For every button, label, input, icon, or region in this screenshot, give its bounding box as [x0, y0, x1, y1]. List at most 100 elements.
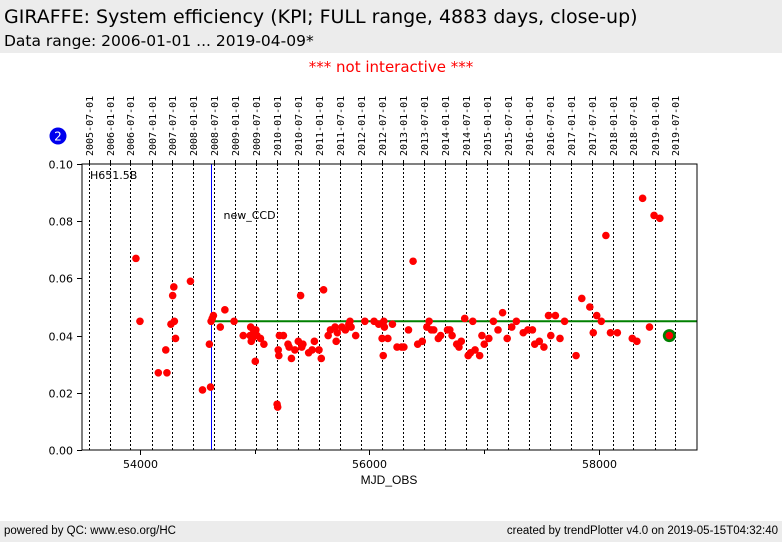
data-point: [551, 311, 560, 320]
data-point: [132, 254, 140, 263]
data-point: [384, 334, 392, 343]
data-point: [475, 351, 484, 360]
date-label: 2014-07-01: [462, 96, 473, 156]
data-point: [418, 337, 427, 346]
date-label: 2018-07-01: [629, 96, 640, 156]
data-point: [503, 334, 511, 343]
data-point: [656, 214, 664, 223]
data-point: [239, 331, 248, 340]
data-point: [256, 334, 265, 343]
data-point: [163, 368, 171, 377]
date-label: 2012-01-01: [357, 96, 368, 156]
data-point: [613, 328, 622, 337]
data-point: [221, 306, 229, 314]
data-point: [602, 231, 610, 240]
data-point: [285, 343, 293, 351]
y-tick-label: 0.04: [49, 331, 74, 344]
data-point: [170, 283, 178, 291]
y-tick-label: 0.00: [49, 445, 74, 458]
data-point: [425, 317, 433, 326]
data-point: [478, 331, 486, 340]
data-point: [556, 334, 564, 343]
annotation-h651: H651.5B: [90, 169, 137, 182]
reference-line-group: [211, 164, 697, 450]
x-tick-label: 56000: [352, 458, 387, 471]
footer-created-by: created by trendPlotter v4.0 on 2019-05-…: [506, 525, 778, 537]
data-point: [251, 357, 260, 366]
date-label: 2015-07-01: [504, 96, 515, 156]
data-point: [507, 323, 516, 331]
data-point: [230, 317, 238, 326]
data-point: [380, 323, 389, 331]
data-point: [485, 334, 493, 343]
data-point: [315, 346, 323, 354]
chart-title: GIRAFFE: System efficiency (KPI; FULL ra…: [4, 6, 638, 28]
footer-bar: powered by QC: www.eso.org/HC created by…: [0, 521, 782, 542]
date-label: 2008-01-01: [189, 96, 200, 156]
data-point: [186, 277, 195, 286]
data-point: [494, 326, 502, 334]
date-label: 2012-07-01: [378, 96, 389, 156]
data-point: [460, 314, 469, 323]
data-point: [540, 343, 548, 351]
y-axis: 0.00 0.02 0.04 0.06 0.08 0.10: [49, 159, 82, 458]
date-labels: 2005-07-01 2006-01-01 2006-07-01 2007-01-01…: [85, 96, 682, 156]
data-point: [606, 328, 615, 337]
data-point: [480, 340, 489, 348]
date-label: 2013-07-01: [420, 96, 431, 156]
data-point: [572, 351, 580, 360]
data-point: [471, 346, 479, 354]
data-points: [132, 194, 676, 411]
x-tick-label: 54000: [123, 458, 158, 471]
date-label: 2013-01-01: [399, 96, 410, 156]
date-label: 2016-07-01: [546, 96, 557, 156]
data-point: [333, 328, 342, 337]
x-axis: 54000 56000 58000: [123, 450, 617, 471]
date-label: 2017-07-01: [588, 96, 599, 156]
data-point: [633, 337, 641, 346]
y-tick-label: 0.06: [49, 273, 74, 286]
x-axis-label: MJD_OBS: [361, 473, 418, 487]
data-point: [209, 311, 218, 320]
data-point: [404, 326, 413, 334]
data-point: [429, 326, 438, 334]
data-point: [489, 317, 498, 326]
data-point: [638, 194, 647, 203]
date-label: 2007-07-01: [168, 96, 179, 156]
date-label: 2019-01-01: [651, 96, 662, 156]
date-label: 2006-01-01: [106, 96, 117, 156]
date-label: 2010-01-01: [273, 96, 284, 156]
data-point: [168, 291, 177, 300]
data-point: [535, 337, 544, 346]
annotation-new-ccd: new_CCD: [224, 209, 276, 222]
data-point: [319, 286, 328, 294]
date-label: 2007-01-01: [148, 96, 159, 156]
data-point: [171, 334, 180, 343]
y-tick-label: 0.02: [49, 388, 74, 401]
number-badge: 2: [49, 127, 67, 145]
data-point: [528, 326, 537, 334]
data-point: [331, 323, 339, 331]
data-point: [252, 326, 260, 334]
data-point: [546, 331, 555, 340]
date-label: 2011-07-01: [336, 96, 347, 156]
date-label: 2019-07-01: [671, 96, 682, 156]
data-point: [260, 340, 268, 348]
date-label: 2018-01-01: [609, 96, 620, 156]
badge-label: 2: [54, 130, 62, 144]
data-point: [273, 403, 282, 411]
data-point: [136, 317, 144, 326]
data-point: [351, 331, 360, 340]
data-point: [291, 346, 299, 354]
date-label: 2005-07-01: [85, 96, 96, 156]
data-point: [388, 320, 397, 328]
data-point: [216, 323, 225, 331]
date-label: 2016-01-01: [525, 96, 536, 156]
y-tick-label: 0.08: [49, 216, 74, 229]
data-point: [275, 351, 283, 360]
date-label: 2006-07-01: [126, 96, 137, 156]
not-interactive-notice: *** not interactive ***: [308, 58, 474, 76]
data-point: [468, 317, 477, 326]
data-point: [544, 311, 553, 320]
